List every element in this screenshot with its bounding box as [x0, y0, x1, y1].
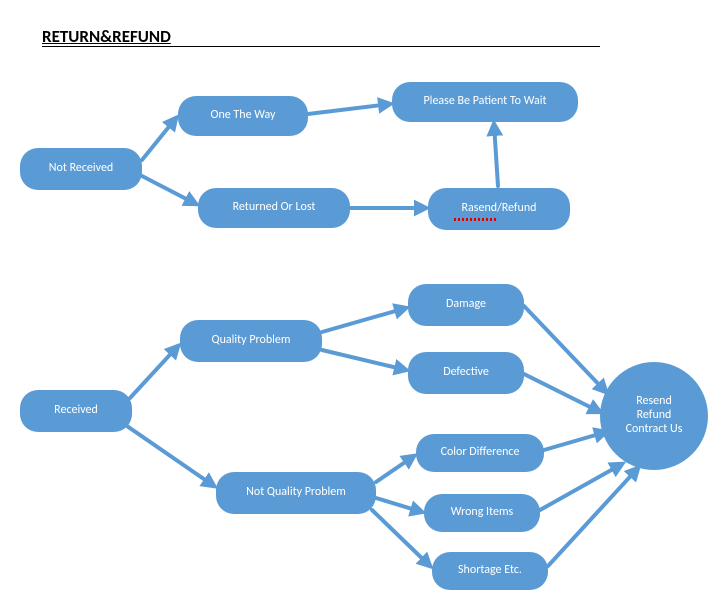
- arrow-layer: [0, 0, 713, 606]
- node-on-the-way: One The Way: [178, 96, 308, 136]
- edge-not-received-to-on-the-way: [142, 118, 176, 160]
- edge-wrong-items-to-resend-circle: [540, 464, 622, 510]
- edge-quality-to-defective: [322, 350, 406, 370]
- node-color-diff: Color Difference: [416, 434, 544, 472]
- node-not-quality: Not Quality Problem: [216, 472, 376, 514]
- node-defective: Defective: [408, 352, 524, 394]
- edge-color-diff-to-resend-circle: [544, 432, 606, 450]
- edge-not-quality-to-color-diff: [376, 456, 414, 482]
- edge-damage-to-resend-circle: [524, 306, 606, 392]
- node-rasend-refund: Rasend/Refund: [428, 188, 570, 230]
- node-wrong-items: Wrong Items: [424, 494, 540, 532]
- spellcheck-underline: [454, 218, 497, 221]
- edge-received-to-not-quality: [124, 424, 214, 486]
- node-shortage: Shortage Etc.: [432, 552, 548, 590]
- node-returned-lost: Returned Or Lost: [198, 188, 350, 228]
- edge-shortage-to-resend-circle: [548, 468, 638, 566]
- node-be-patient: Please Be Patient To Wait: [392, 82, 578, 122]
- title-rule: [42, 46, 600, 47]
- node-not-received: Not Received: [20, 148, 142, 190]
- edge-defective-to-resend-circle: [524, 374, 600, 412]
- node-quality: Quality Problem: [180, 320, 322, 362]
- edge-on-the-way-to-be-patient: [308, 104, 390, 114]
- node-damage: Damage: [408, 284, 524, 326]
- node-resend-circle: ResendRefundContract Us: [600, 362, 708, 470]
- node-received: Received: [20, 390, 132, 432]
- edge-not-received-to-returned-lost: [142, 176, 196, 204]
- page-title: RETURN&REFUND: [42, 26, 171, 47]
- edge-not-quality-to-shortage: [372, 510, 430, 566]
- diagram-canvas: RETURN&REFUND Not Received One The Way Ret…: [0, 0, 713, 606]
- edge-rasend-refund-to-be-patient: [494, 124, 498, 186]
- edge-not-quality-to-wrong-items: [376, 498, 422, 512]
- edge-received-to-quality: [130, 346, 178, 398]
- edge-quality-to-damage: [322, 308, 406, 332]
